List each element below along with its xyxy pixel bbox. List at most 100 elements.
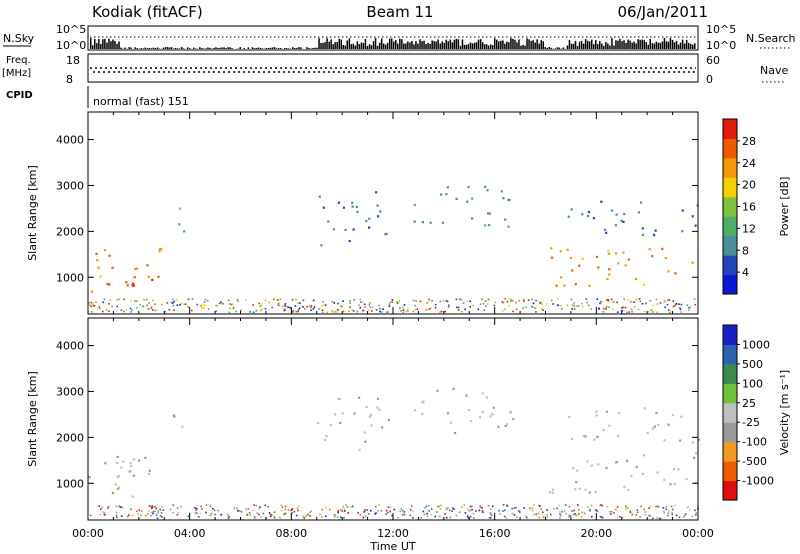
echo-cell xyxy=(569,515,572,517)
echo-cell xyxy=(535,311,537,313)
echo-cell xyxy=(281,305,284,308)
y-tick-label: 3000 xyxy=(56,385,84,398)
nsky-bar xyxy=(574,40,577,49)
echo-cell xyxy=(581,302,583,305)
echo-cell xyxy=(402,306,404,309)
echo-cell xyxy=(674,303,677,306)
nsky-bar xyxy=(403,43,405,49)
date-title: 06/Jan/2011 xyxy=(618,3,709,21)
echo-cell xyxy=(212,507,214,510)
echo-cell xyxy=(161,303,163,306)
nsky-bar xyxy=(376,45,379,49)
echo-cell xyxy=(131,514,134,517)
nsky-bar xyxy=(445,39,447,49)
echo-cell xyxy=(106,282,109,286)
nsky-bar xyxy=(643,40,645,49)
echo-cell xyxy=(240,510,243,513)
echo-cell xyxy=(273,298,275,301)
echo-cell xyxy=(506,300,509,303)
echo-cell xyxy=(635,277,638,280)
nsky-bar xyxy=(425,44,427,49)
echo-cell xyxy=(510,300,512,303)
echo-cell xyxy=(664,300,666,303)
echo-cell xyxy=(329,423,332,426)
nsky-bar xyxy=(314,47,316,49)
echo-cell xyxy=(504,425,507,428)
echo-cell xyxy=(504,509,506,512)
echo-cell xyxy=(499,513,501,515)
echo-cell xyxy=(546,516,549,518)
echo-cell xyxy=(138,459,141,462)
echo-cell xyxy=(622,306,625,308)
echo-cell xyxy=(697,438,700,441)
echo-cell xyxy=(375,505,377,508)
echo-cell xyxy=(401,509,404,512)
nsky-bar xyxy=(605,42,607,49)
nsky-bar xyxy=(597,44,599,49)
echo-cell xyxy=(656,311,658,314)
echo-cell xyxy=(178,223,181,226)
echo-cell xyxy=(469,505,472,508)
echo-cell xyxy=(571,510,573,512)
nsky-bar xyxy=(217,48,219,49)
echo-cell xyxy=(292,310,294,312)
nsky-bar xyxy=(518,39,520,49)
echo-cell xyxy=(321,311,324,314)
colorbar-segment xyxy=(723,461,737,482)
echo-cell xyxy=(419,300,422,303)
echo-cell xyxy=(136,300,138,302)
nsky-bar xyxy=(659,42,662,49)
nsky-bar xyxy=(599,41,601,49)
nsky-bar xyxy=(528,39,530,49)
echo-cell xyxy=(656,471,659,474)
echo-cell xyxy=(361,309,364,312)
echo-region xyxy=(567,200,699,237)
echo-cell xyxy=(475,510,477,512)
echo-cell xyxy=(108,303,110,305)
echo-cell xyxy=(650,309,653,311)
echo-cell xyxy=(488,224,491,227)
echo-cell xyxy=(497,425,500,428)
echo-cell xyxy=(365,405,368,408)
echo-cell xyxy=(355,205,358,208)
echo-cell xyxy=(337,397,340,400)
echo-cell xyxy=(610,510,613,513)
echo-cell xyxy=(111,266,114,269)
echo-cell xyxy=(172,511,175,514)
echo-cell xyxy=(146,264,149,267)
echo-cell xyxy=(588,284,591,287)
echo-cell xyxy=(490,514,493,516)
echo-cell xyxy=(575,514,578,517)
echo-cell xyxy=(136,267,139,270)
velocity-colorbar: 1000 500 100 25 -25 -100 -500 -1000 Velocity [m … xyxy=(722,324,791,501)
nsky-bar xyxy=(485,44,488,49)
echo-cell xyxy=(540,508,542,510)
nsky-bar xyxy=(621,41,623,49)
echo-cell xyxy=(627,489,630,492)
echo-cell xyxy=(322,300,324,303)
nsky-bar xyxy=(421,41,423,49)
echo-region xyxy=(548,452,698,494)
nsky-bar xyxy=(619,38,621,49)
echo-cell xyxy=(656,517,658,519)
echo-cell xyxy=(560,305,562,307)
echo-cell xyxy=(640,505,642,508)
colorbar-segment xyxy=(723,344,737,365)
echo-cell xyxy=(120,309,123,312)
echo-cell xyxy=(114,483,117,486)
echo-cell xyxy=(190,309,193,312)
echo-cell xyxy=(351,205,354,208)
echo-cell xyxy=(252,304,254,306)
echo-cell xyxy=(595,255,599,258)
echo-cell xyxy=(196,512,198,514)
echo-cell xyxy=(400,508,402,510)
nsky-bar xyxy=(433,41,435,49)
echo-cell xyxy=(596,435,599,438)
echo-region xyxy=(90,248,163,293)
echo-cell xyxy=(510,410,513,414)
nsky-bar xyxy=(154,48,157,49)
nsky-strip: N.Sky 10^5 10^0 10^5 10^0 N.Search xyxy=(3,23,796,52)
nsky-bar xyxy=(586,40,589,49)
nsky-bar xyxy=(326,38,328,49)
nsky-bar xyxy=(142,48,144,49)
